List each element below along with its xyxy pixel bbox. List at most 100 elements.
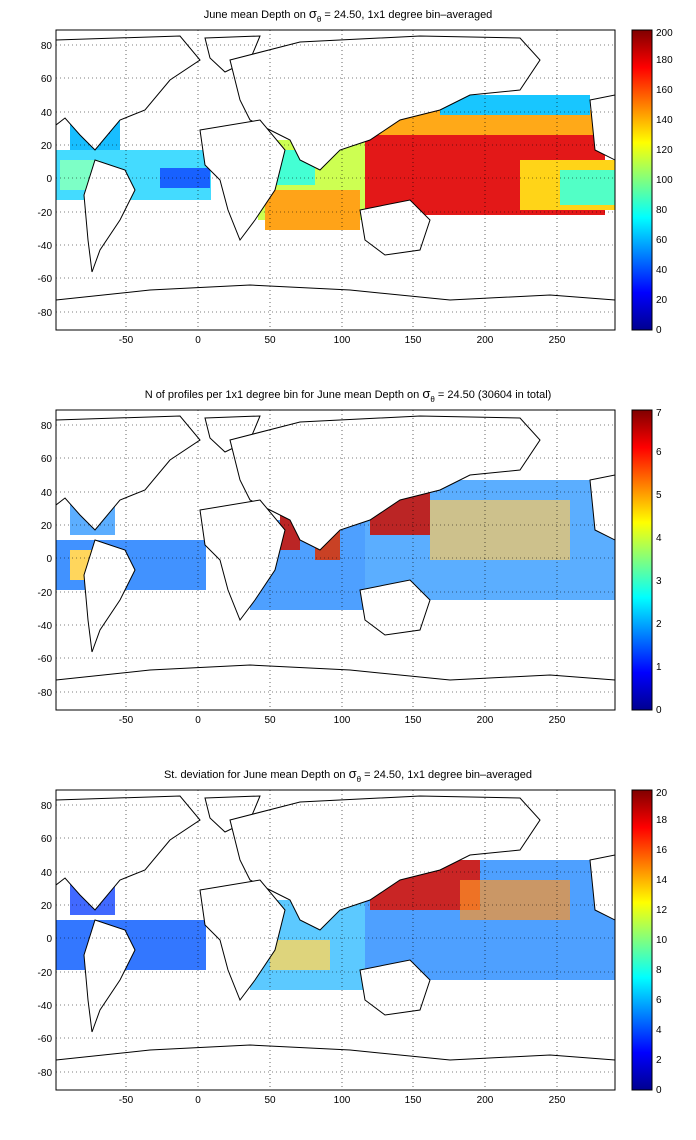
data-layer <box>56 35 615 330</box>
svg-text:150: 150 <box>405 1095 422 1106</box>
svg-text:50: 50 <box>264 1095 276 1106</box>
land-australia <box>359 199 431 256</box>
panel-title: St. deviation for June mean Depth on σθ … <box>164 766 532 784</box>
blob-pacific-mid <box>430 500 570 560</box>
svg-text:180: 180 <box>656 55 673 66</box>
svg-text:7: 7 <box>656 408 662 419</box>
svg-text:0: 0 <box>46 554 52 565</box>
land-south-america <box>83 539 136 653</box>
svg-text:50: 50 <box>264 335 276 346</box>
svg-text:250: 250 <box>549 715 566 726</box>
svg-text:-40: -40 <box>38 1001 53 1012</box>
land-north-america <box>56 795 201 911</box>
svg-text:-20: -20 <box>38 968 53 979</box>
land-australia <box>359 959 431 1016</box>
coastlines <box>56 415 615 710</box>
svg-text:-40: -40 <box>38 621 53 632</box>
svg-text:-60: -60 <box>38 274 53 285</box>
svg-text:0: 0 <box>195 715 201 726</box>
y-axis-ticks: 80 60 40 20 0 -20 -40 -60 -80 <box>38 801 53 1079</box>
svg-text:4: 4 <box>656 533 662 544</box>
svg-text:-20: -20 <box>38 588 53 599</box>
land-africa <box>199 499 286 622</box>
colorbar <box>631 409 653 711</box>
svg-text:120: 120 <box>656 145 673 156</box>
land-south-america <box>83 159 136 273</box>
svg-text:40: 40 <box>41 108 53 119</box>
svg-text:2: 2 <box>656 1055 662 1066</box>
svg-text:100: 100 <box>656 175 673 186</box>
svg-text:80: 80 <box>656 205 668 216</box>
blob-pacific-nn <box>440 95 590 115</box>
svg-text:0: 0 <box>195 335 201 346</box>
svg-text:0: 0 <box>46 934 52 945</box>
axes-frame <box>55 789 616 1091</box>
svg-text:0: 0 <box>656 705 662 716</box>
panel-std-dev: St. deviation for June mean Depth on σθ … <box>38 766 668 1106</box>
coastlines <box>56 795 615 1090</box>
land-north-america <box>56 35 201 151</box>
svg-text:8: 8 <box>656 965 662 976</box>
svg-text:250: 250 <box>549 1095 566 1106</box>
svg-text:-50: -50 <box>119 715 134 726</box>
axes-frame <box>55 409 616 711</box>
land-australia <box>359 579 431 636</box>
svg-text:0: 0 <box>195 1095 201 1106</box>
svg-text:20: 20 <box>656 788 668 799</box>
colorbar-ticks: 0 2 4 6 8 10 12 14 16 18 20 <box>656 788 668 1096</box>
svg-text:0: 0 <box>656 325 662 336</box>
svg-text:150: 150 <box>405 335 422 346</box>
svg-text:150: 150 <box>405 715 422 726</box>
svg-text:1: 1 <box>656 662 662 673</box>
svg-text:60: 60 <box>41 74 53 85</box>
data-layer <box>56 415 615 710</box>
svg-text:40: 40 <box>656 265 668 276</box>
svg-text:100: 100 <box>334 1095 351 1106</box>
svg-text:-50: -50 <box>119 1095 134 1106</box>
svg-text:100: 100 <box>334 715 351 726</box>
x-axis-ticks: -50 0 50 100 150 200 250 <box>119 715 566 726</box>
panel-n-profiles: N of profiles per 1x1 degree bin for Jun… <box>38 386 662 726</box>
coastlines <box>56 35 615 330</box>
colorbar-ticks: 0 1 2 3 4 5 6 7 <box>656 408 662 716</box>
svg-text:-60: -60 <box>38 654 53 665</box>
svg-text:5: 5 <box>656 490 662 501</box>
colorbar <box>631 789 653 1091</box>
svg-text:60: 60 <box>41 834 53 845</box>
svg-text:12: 12 <box>656 905 668 916</box>
land-antarctica <box>56 284 615 330</box>
land-na-east <box>589 94 615 161</box>
land-na-east <box>589 474 615 541</box>
svg-text:-40: -40 <box>38 241 53 252</box>
svg-text:0: 0 <box>656 1085 662 1096</box>
panel-mean-depth: June mean Depth on σθ = 24.50, 1x1 degre… <box>38 6 674 346</box>
svg-text:250: 250 <box>549 335 566 346</box>
svg-text:80: 80 <box>41 801 53 812</box>
axes-frame <box>55 29 616 331</box>
data-layer <box>56 795 615 1090</box>
svg-text:-80: -80 <box>38 688 53 699</box>
svg-text:14: 14 <box>656 875 668 886</box>
colorbar-ticks: 0 20 40 60 80 100 120 140 160 180 200 <box>656 28 673 336</box>
svg-text:4: 4 <box>656 1025 662 1036</box>
svg-text:-60: -60 <box>38 1034 53 1045</box>
x-axis-ticks: -50 0 50 100 150 200 250 <box>119 1095 566 1106</box>
svg-text:200: 200 <box>656 28 673 39</box>
blob-indian-s <box>265 190 360 230</box>
svg-text:-80: -80 <box>38 308 53 319</box>
land-antarctica <box>56 664 615 710</box>
svg-text:6: 6 <box>656 995 662 1006</box>
blob-indian-mid <box>270 940 330 970</box>
svg-text:200: 200 <box>477 715 494 726</box>
svg-text:80: 80 <box>41 41 53 52</box>
svg-text:10: 10 <box>656 935 668 946</box>
svg-text:60: 60 <box>41 454 53 465</box>
land-antarctica <box>56 1044 615 1090</box>
svg-text:3: 3 <box>656 576 662 587</box>
svg-text:40: 40 <box>41 868 53 879</box>
svg-text:40: 40 <box>41 488 53 499</box>
svg-text:200: 200 <box>477 1095 494 1106</box>
land-south-america <box>83 919 136 1033</box>
svg-text:-50: -50 <box>119 335 134 346</box>
